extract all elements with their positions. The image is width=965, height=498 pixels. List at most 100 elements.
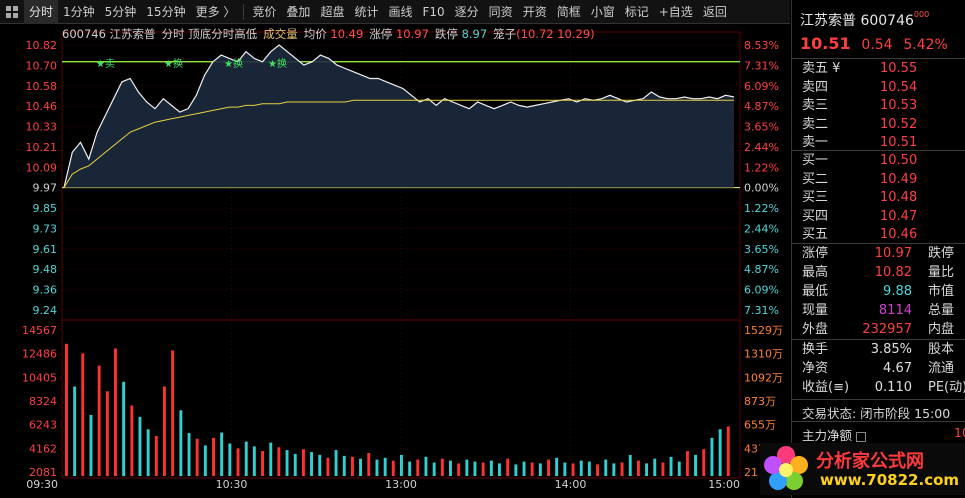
- per-minute-button[interactable]: 逐分: [454, 4, 479, 19]
- volume-bar: [81, 353, 85, 476]
- time-tick-label: 14:00: [555, 478, 587, 491]
- stock-flag: 000: [913, 10, 930, 19]
- volume-bar: [220, 432, 224, 476]
- same-fund-button[interactable]: 同资: [488, 4, 513, 19]
- volume-bar: [677, 461, 681, 476]
- bid-row-1: 买一 10.50: [802, 151, 962, 170]
- price-tick-label: 9.48: [33, 263, 58, 276]
- info-code-name: 600746 江苏索普: [62, 27, 156, 41]
- tab-more[interactable]: 更多 〉: [195, 4, 236, 19]
- volume-bar: [122, 381, 126, 477]
- super-button[interactable]: 超盘: [320, 4, 345, 19]
- stock-code: 600746: [860, 13, 914, 29]
- ask-row-1-label: 卖一: [802, 135, 829, 150]
- stat-row-label: 外盘: [802, 322, 829, 337]
- volume-bar: [563, 462, 567, 476]
- trade-marker: ★换: [268, 57, 287, 70]
- back-button[interactable]: 返回: [702, 4, 727, 19]
- toolbar-divider: [243, 3, 245, 20]
- time-tick-label: 15:00: [708, 478, 740, 491]
- ask-row-2-value: 10.52: [880, 116, 918, 132]
- pct-tick-label: 4.87%: [744, 100, 779, 113]
- pct-tick-label: 1.22%: [744, 202, 779, 215]
- price-tick-label: 10.70: [26, 59, 58, 72]
- pct-tick-label: 7.31%: [744, 59, 779, 72]
- volume-bar: [105, 391, 109, 477]
- volume-bar: [236, 448, 240, 477]
- bid-row-5-label: 买五: [802, 227, 829, 242]
- volume-bar: [653, 458, 657, 476]
- info-limit-up-label: 涨停: [369, 27, 393, 41]
- stat-row-label2: 跌停: [928, 246, 955, 261]
- pct-tick-label: 2.44%: [744, 222, 779, 235]
- volume-bar: [481, 462, 485, 476]
- volume-tick-label: 2081: [29, 466, 57, 479]
- stat-row-value: 10.82: [874, 265, 912, 280]
- main-net-flow[interactable]: 主力净额 109: [802, 425, 965, 444]
- ask-row-3-label: 卖三: [802, 98, 829, 113]
- tab-1min[interactable]: 1分钟: [63, 4, 95, 19]
- volume-bar: [391, 460, 395, 476]
- volume-bar: [318, 454, 322, 476]
- volume-right-tick-label: 1310万: [744, 348, 783, 361]
- volume-bar: [628, 454, 632, 476]
- tab-5min[interactable]: 5分钟: [104, 4, 137, 19]
- f10-button[interactable]: F10: [422, 4, 445, 19]
- volume-right-tick-label: 873万: [744, 395, 776, 408]
- expand-box-icon[interactable]: [856, 431, 867, 442]
- volume-bar: [367, 453, 371, 476]
- info-avg-label: 均价: [303, 27, 327, 41]
- info-volume-label[interactable]: 成交量: [263, 27, 298, 41]
- chart-canvas: 10.82 8.53% 10.70 7.31% 10.58 6.09% 10.46 4.87%…: [22, 31, 783, 491]
- price-tick-label: 10.33: [26, 121, 58, 134]
- volume-bar: [252, 446, 256, 476]
- pct-tick-label: 6.09%: [744, 284, 779, 297]
- tab-15min[interactable]: 15分钟: [146, 4, 186, 19]
- stat-row-label: 净资: [802, 361, 829, 376]
- auction-button[interactable]: 竞价: [252, 4, 277, 19]
- stat-row-label: 涨停: [802, 246, 829, 261]
- volume-bar: [522, 461, 526, 476]
- volume-right-tick-label: 1092万: [744, 371, 783, 384]
- trade-marker: ★换: [224, 57, 243, 70]
- avg-price-line: [63, 99, 734, 188]
- ask-row-2-label: 卖二: [802, 116, 829, 132]
- volume-bar: [547, 459, 550, 476]
- draw-line-button[interactable]: 画线: [388, 4, 413, 19]
- volume-bar: [163, 386, 166, 476]
- small-window-button[interactable]: 小窗: [590, 4, 615, 19]
- price-tick-label: 9.24: [33, 304, 58, 317]
- current-price: 10.51: [800, 34, 851, 53]
- stats-button[interactable]: 统计: [354, 4, 379, 19]
- add-watchlist-button[interactable]: +自选: [658, 4, 693, 19]
- simple-frame-button[interactable]: 简框: [556, 4, 581, 19]
- stat-row-label2: 市值: [928, 284, 955, 299]
- volume-bar: [489, 460, 493, 476]
- mark-button[interactable]: 标记: [624, 4, 649, 19]
- volume-bar: [726, 426, 730, 476]
- volume-bar: [416, 459, 420, 476]
- volume-bar: [302, 449, 305, 476]
- volume-bar: [473, 461, 477, 476]
- volume-bar: [620, 462, 624, 476]
- overlay-button[interactable]: 叠加: [286, 4, 311, 19]
- main-flow-value: 109: [954, 425, 965, 440]
- volume-bar: [400, 454, 403, 476]
- open-fund-button[interactable]: 开资: [522, 4, 547, 19]
- intraday-chart[interactable]: 10.82 8.53% 10.70 7.31% 10.58 6.09% 10.46 4.87%…: [0, 24, 790, 498]
- volume-bar: [171, 350, 175, 476]
- tab-timeshare[interactable]: 分时: [24, 0, 59, 24]
- bid-row-5-value: 10.46: [880, 227, 918, 242]
- info-view[interactable]: 分时 顶底分时高低: [161, 27, 258, 41]
- ask-row-5-label: 卖五 ¥: [802, 61, 841, 76]
- panel-divider: [792, 421, 965, 422]
- trade-status: 交易状态: 闭市阶段 15:00: [802, 406, 951, 421]
- panel-divider: [792, 150, 965, 151]
- volume-bar: [65, 343, 68, 477]
- volume-bar: [424, 456, 428, 476]
- volume-bar: [702, 449, 706, 476]
- volume-right-tick-label: 1529万: [744, 324, 783, 337]
- grid-icon[interactable]: [6, 6, 18, 18]
- panel-divider: [792, 339, 965, 340]
- chart-info-line: 600746 江苏索普 分时 顶底分时高低 成交量 均价 10.49 涨停 10…: [62, 26, 595, 42]
